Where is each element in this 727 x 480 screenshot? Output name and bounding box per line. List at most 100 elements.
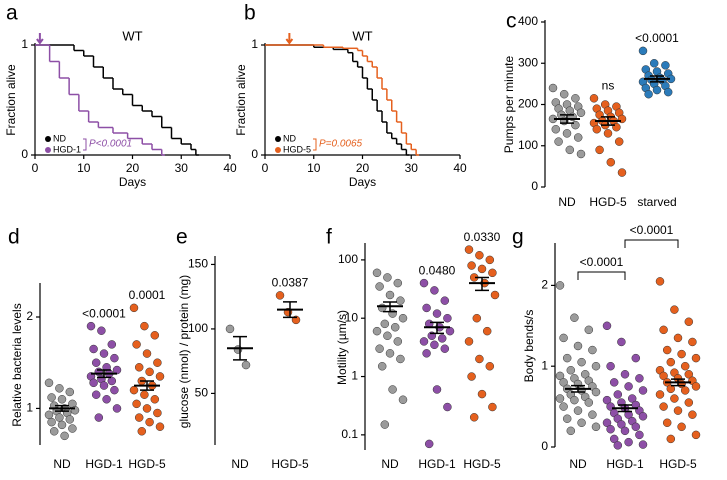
point [688, 337, 697, 347]
x-tick-label: HGD-5 [463, 457, 501, 471]
point [576, 108, 586, 117]
point [602, 418, 612, 428]
error-bar [55, 404, 69, 412]
x-tick-label: HGD-1 [85, 457, 123, 471]
point [670, 305, 679, 314]
point [576, 149, 586, 159]
x-tick-label: 20 [126, 161, 140, 175]
point [684, 398, 694, 407]
error-bar [601, 116, 615, 126]
point [424, 439, 434, 449]
y-tick-label: 0.1 [341, 427, 358, 441]
point [140, 390, 149, 399]
point [684, 370, 694, 379]
point [107, 376, 117, 386]
y-tick-label: 200 [518, 97, 538, 111]
y-tick-label: 100 [338, 252, 358, 266]
point [99, 381, 109, 390]
y-axis-label: Relative bacteria levels [10, 303, 24, 426]
x-tick-label: ND [53, 457, 71, 471]
point [86, 321, 96, 331]
point [589, 94, 599, 103]
error-bar [283, 301, 297, 319]
y-tick-label: 2 [541, 278, 548, 292]
point [102, 395, 111, 404]
point [443, 402, 452, 412]
point [577, 418, 586, 428]
point [97, 326, 106, 335]
p-value: <0.0001 [82, 306, 126, 320]
point [691, 430, 701, 440]
error-bar [233, 335, 247, 361]
error-bar [560, 114, 574, 124]
x-tick-label: HGD-5 [659, 457, 697, 471]
point [627, 394, 637, 403]
chart-title: WT [352, 28, 372, 43]
x-tick-label: 20 [356, 161, 370, 175]
point [477, 264, 487, 274]
p-value: P=0.0065 [319, 139, 363, 150]
point [635, 374, 644, 383]
point [385, 349, 395, 358]
point [588, 410, 597, 419]
point [44, 378, 54, 388]
point [485, 255, 495, 265]
point [150, 395, 160, 404]
point [383, 331, 392, 341]
point [142, 404, 152, 413]
point [485, 362, 495, 371]
point [445, 326, 455, 336]
panel-letter: f [326, 226, 332, 249]
y-axis-label: Fraction alive [4, 64, 18, 136]
point [132, 340, 141, 349]
point [606, 361, 615, 371]
point [55, 413, 64, 422]
point [609, 434, 619, 444]
point [580, 370, 590, 379]
legend-swatch [275, 136, 281, 142]
point [375, 344, 384, 353]
point [573, 341, 583, 351]
point [602, 321, 612, 331]
point [396, 354, 405, 364]
point [631, 353, 641, 363]
error-bar [650, 75, 664, 83]
legend-swatch [275, 147, 281, 153]
panel-letter: a [6, 2, 18, 25]
point [620, 370, 630, 379]
point [559, 378, 568, 387]
y-tick-label: 0 [21, 147, 28, 161]
point [432, 309, 442, 318]
point [490, 290, 500, 300]
bracket [83, 138, 87, 151]
point [673, 333, 683, 343]
point [570, 395, 579, 405]
point [691, 353, 701, 363]
point [475, 251, 484, 260]
point [659, 402, 668, 411]
point [661, 61, 670, 70]
point [652, 85, 662, 95]
point [430, 340, 439, 350]
point [472, 313, 482, 323]
point [91, 358, 101, 367]
point [666, 434, 676, 444]
point [555, 394, 565, 403]
x-tick-label: 10 [77, 161, 91, 175]
point [649, 59, 659, 68]
y-tick-label: 1 [541, 358, 548, 372]
point [617, 337, 626, 347]
point [469, 413, 479, 422]
point [432, 385, 442, 394]
point [477, 389, 487, 399]
point [129, 385, 139, 395]
point [613, 441, 623, 450]
point [573, 406, 583, 415]
y-tick-label: 10 [345, 310, 359, 324]
point [68, 424, 77, 433]
point [380, 420, 390, 429]
point [559, 402, 568, 411]
point [132, 399, 141, 409]
x-tick-label: 30 [175, 161, 189, 175]
x-tick-label: 40 [453, 161, 467, 175]
